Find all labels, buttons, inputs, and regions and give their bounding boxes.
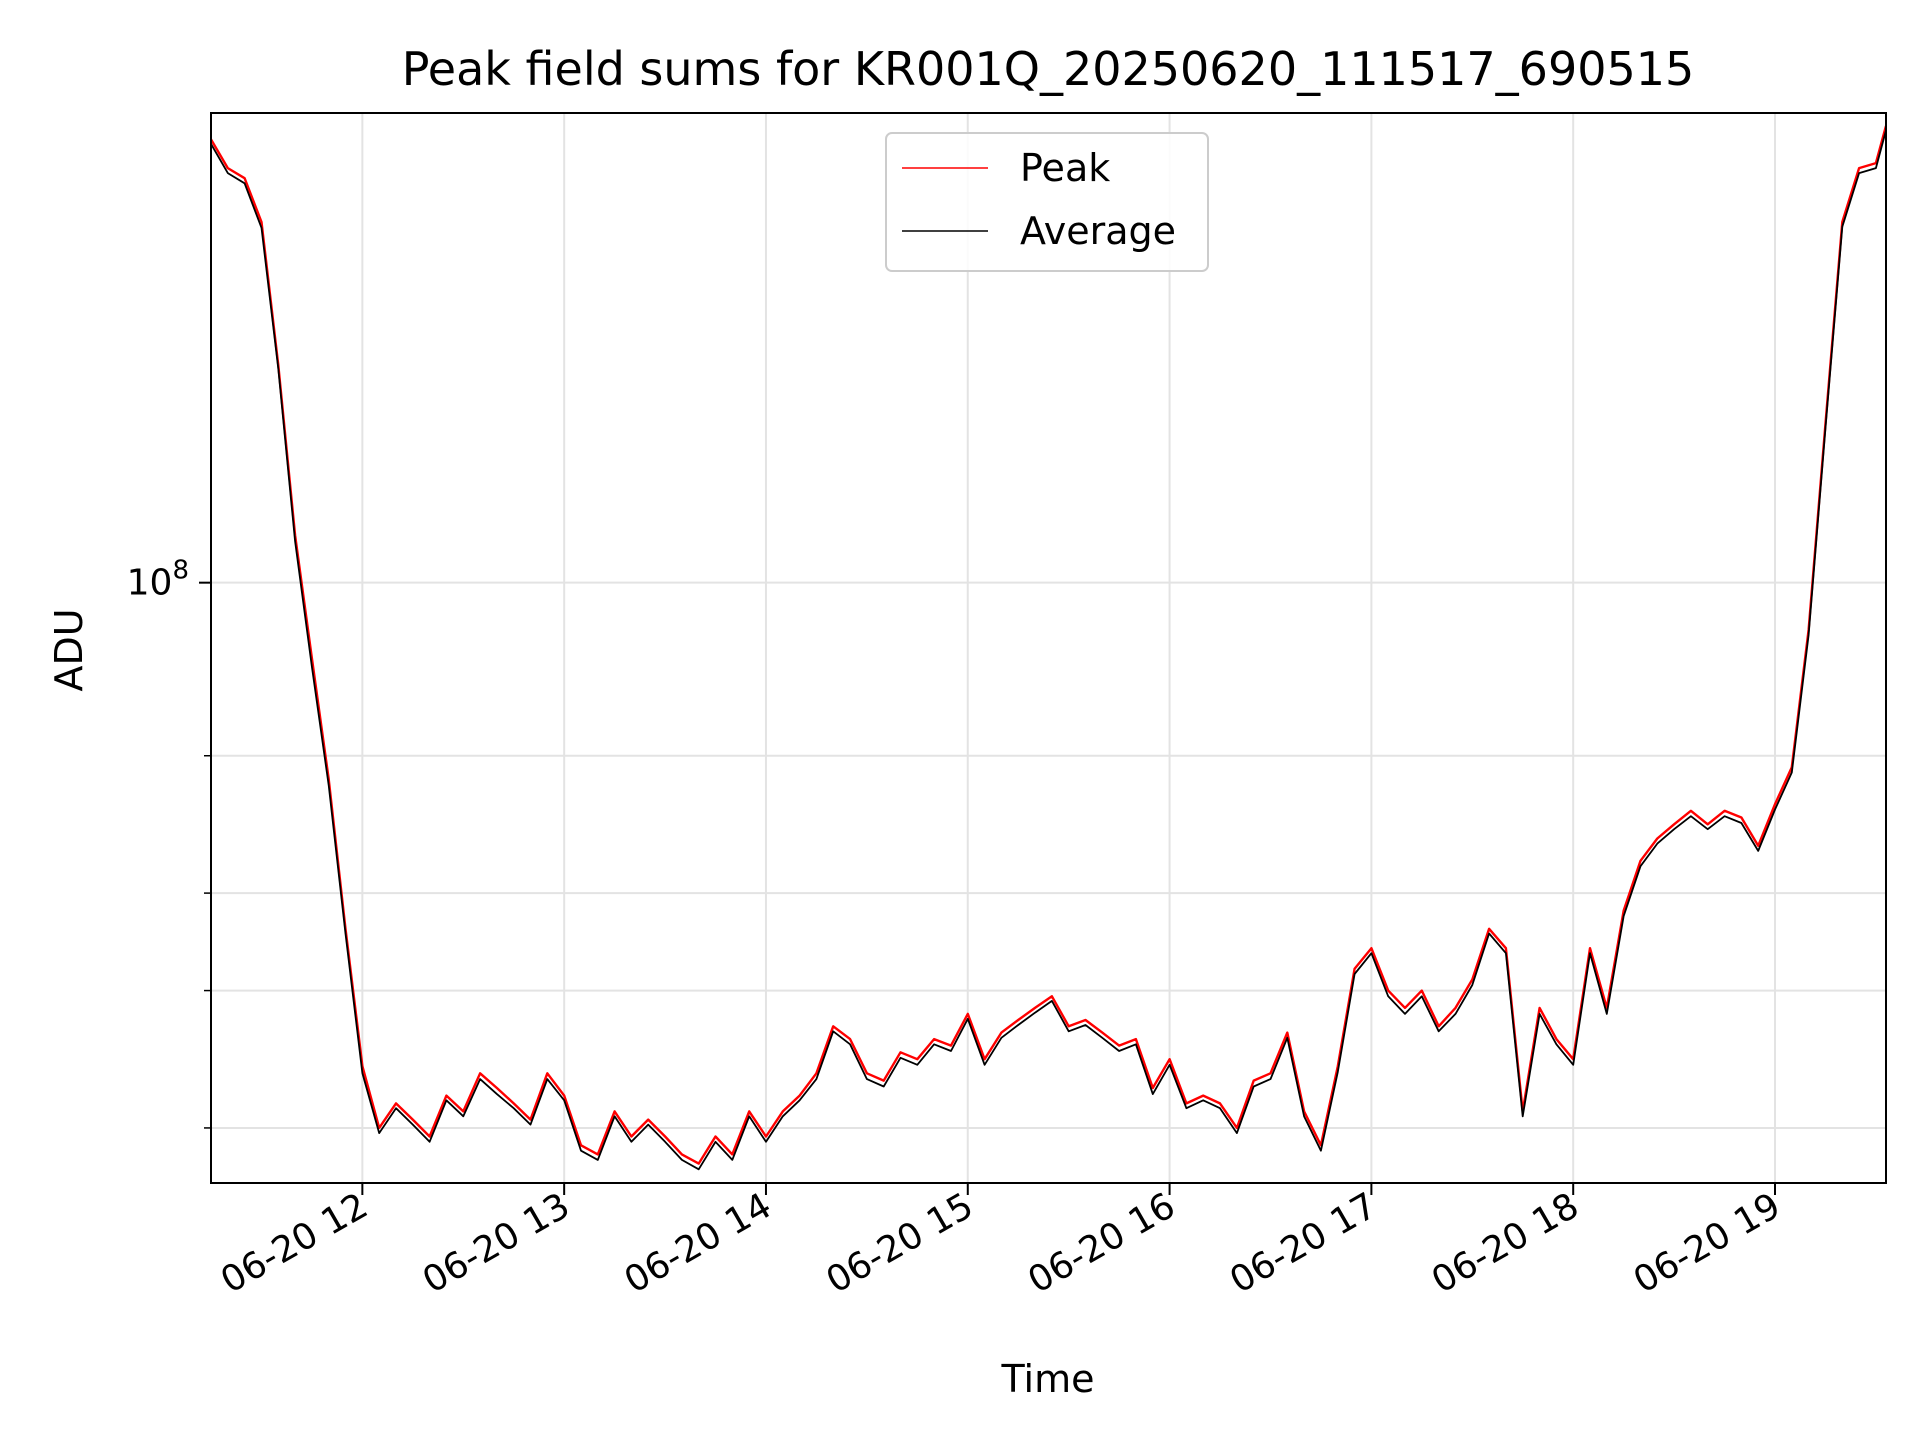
x-tick-label: 06-20 19	[1627, 1185, 1788, 1301]
x-axis-label: Time	[1001, 1357, 1095, 1401]
x-tick-label: 06-20 13	[416, 1185, 577, 1301]
legend: Peak Average	[885, 132, 1209, 272]
legend-label-peak: Peak	[1020, 146, 1110, 190]
x-tick-label: 06-20 14	[618, 1185, 779, 1301]
x-axis: 06-20 12 06-20 13 06-20 14 06-20 15 06-20 16…	[214, 1183, 1788, 1302]
x-tick-label: 06-20 15	[820, 1185, 981, 1301]
plot-series	[211, 125, 1886, 1171]
x-tick-label: 06-20 16	[1021, 1185, 1182, 1301]
chart-title: Peak field sums for KR001Q_20250620_1115…	[402, 42, 1695, 96]
x-grid	[361, 113, 1777, 1183]
y-tick-label: 108	[127, 556, 189, 604]
series-line-peak	[211, 125, 1886, 1165]
x-tick-label: 06-20 17	[1223, 1185, 1384, 1301]
series-line-average	[211, 130, 1886, 1171]
y-grid	[211, 581, 1886, 1129]
x-tick-label: 06-20 12	[214, 1185, 375, 1301]
y-axis-label: ADU	[47, 608, 91, 691]
legend-label-average: Average	[1020, 209, 1176, 253]
x-tick-label: 06-20 18	[1425, 1185, 1586, 1301]
y-axis: 108	[127, 556, 211, 1129]
plot-frame	[210, 112, 1887, 1184]
